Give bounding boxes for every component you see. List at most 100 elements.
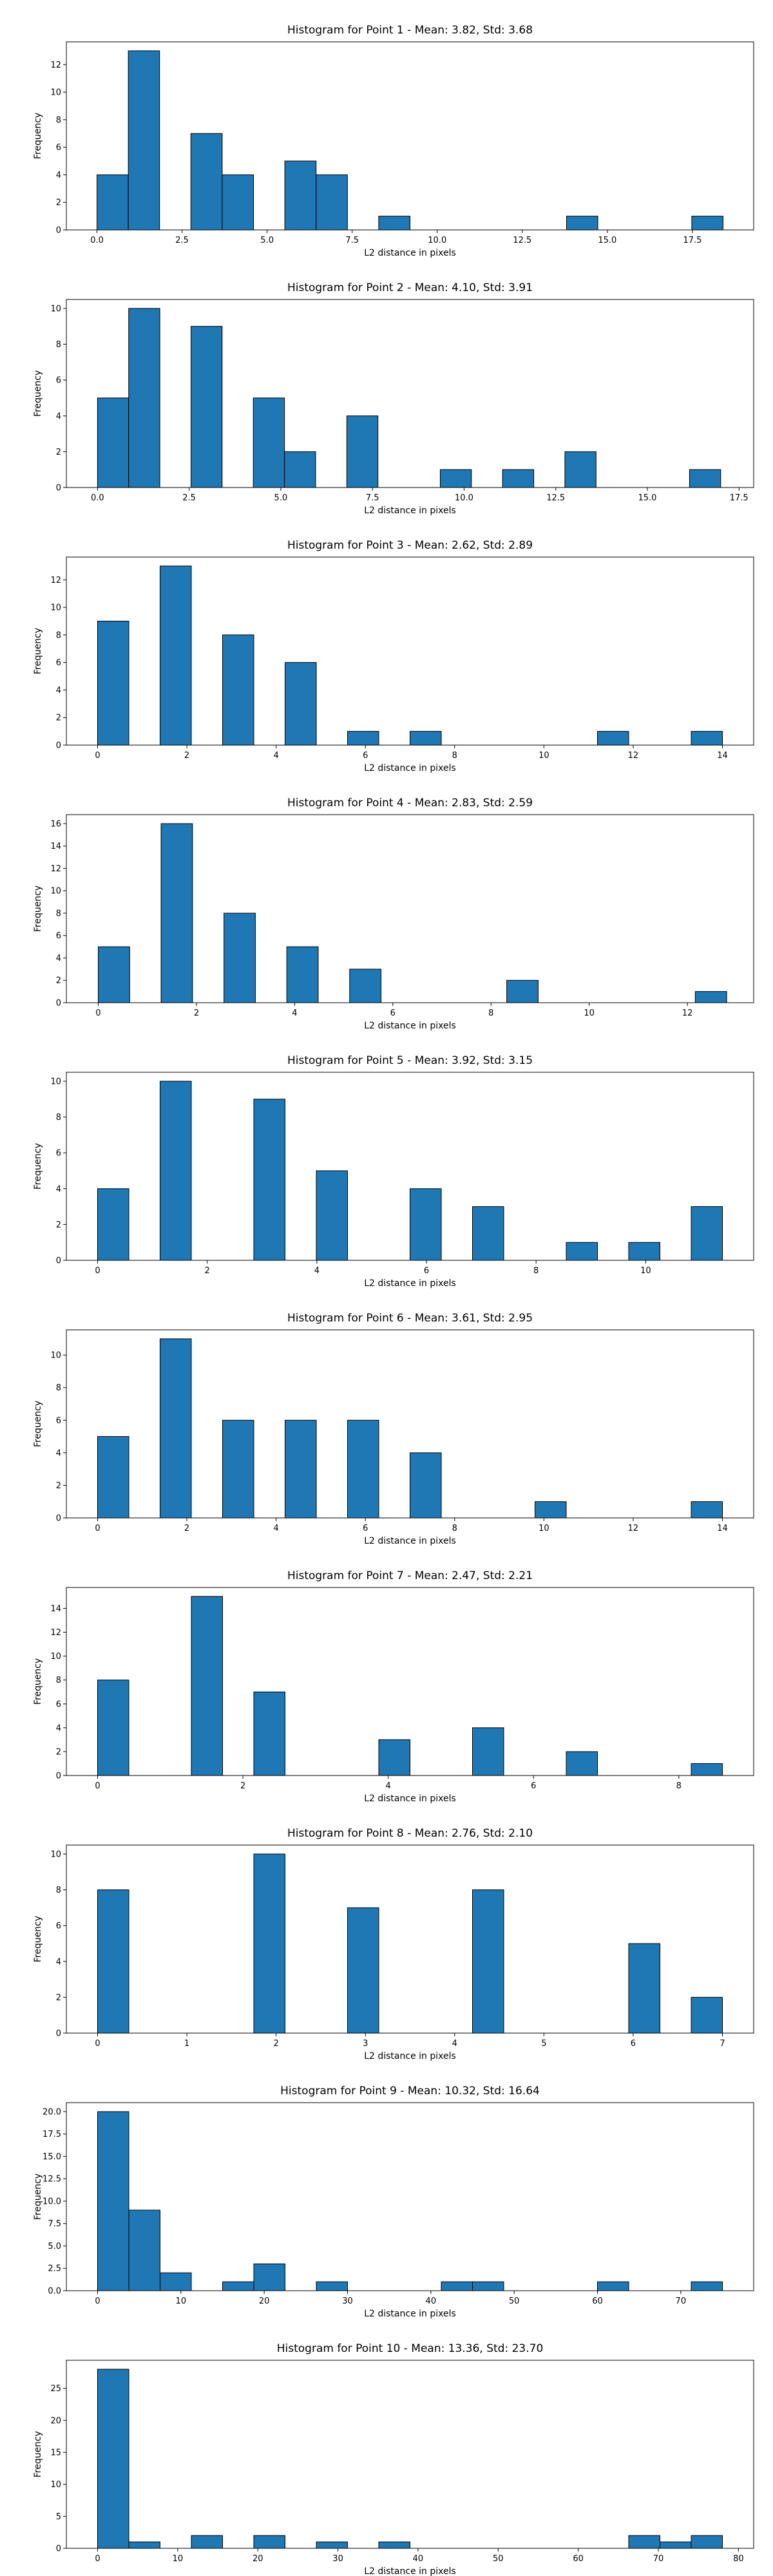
- x-tick-label: 6: [363, 1524, 368, 1533]
- y-tick-label: 5.0: [48, 2242, 61, 2251]
- y-tick-label: 0: [56, 2029, 61, 2039]
- histogram-bar: [253, 397, 285, 488]
- x-tick-label: 40: [426, 2297, 437, 2306]
- x-tick-label: 10.0: [428, 236, 446, 245]
- plot-frame: [66, 1844, 754, 2034]
- histogram-bar: [535, 1501, 567, 1519]
- histogram-bar: [97, 1680, 129, 1776]
- x-tick-label: 0: [95, 1781, 100, 1791]
- y-tick-label: 8: [56, 630, 61, 640]
- x-tick-label: 10: [640, 1266, 651, 1276]
- x-tick-label: 1: [184, 2039, 189, 2049]
- x-tick-label: 2: [205, 1266, 210, 1276]
- y-tick-label: 2: [56, 714, 61, 723]
- y-tick-label: 5: [56, 2512, 61, 2522]
- histogram-bar: [691, 1501, 723, 1519]
- histogram-svg: Histogram for Point 2 - Mean: 4.10, Std:…: [33, 281, 754, 515]
- x-tick-label: 12.5: [546, 493, 565, 503]
- y-tick-label: 6: [56, 143, 61, 153]
- x-tick-label: 40: [413, 2554, 424, 2564]
- x-tick-label: 5: [541, 2039, 546, 2049]
- histogram-panel-4: Histogram for Point 4 - Mean: 2.83, Std:…: [0, 773, 773, 1030]
- x-tick-label: 30: [332, 2554, 343, 2564]
- y-tick-label: 17.5: [43, 2130, 61, 2139]
- histogram-bar: [472, 1206, 504, 1261]
- x-tick-label: 12.5: [513, 236, 531, 245]
- y-tick-label: 0: [56, 1256, 61, 1266]
- histogram-svg: Histogram for Point 10 - Mean: 13.36, St…: [33, 2342, 754, 2576]
- y-tick-label: 10: [50, 887, 61, 896]
- y-tick-label: 10: [50, 1351, 61, 1361]
- histogram-bar: [160, 1338, 192, 1519]
- x-tick-label: 17.5: [683, 236, 701, 245]
- histogram-panel-10: Histogram for Point 10 - Mean: 13.36, St…: [0, 2318, 773, 2576]
- histogram-bar: [253, 2535, 285, 2549]
- y-tick-label: 6: [56, 1416, 61, 1426]
- histogram-bar: [286, 946, 319, 1003]
- y-tick-label: 2: [56, 1481, 61, 1491]
- y-tick-label: 10: [50, 603, 61, 613]
- x-tick-label: 0: [95, 2039, 100, 2049]
- y-tick-label: 8: [56, 1886, 61, 1895]
- y-tick-label: 10: [50, 1850, 61, 1859]
- y-axis-label: Frequency: [33, 2431, 43, 2477]
- x-tick-label: 70: [676, 2297, 687, 2306]
- x-tick-label: 10: [539, 751, 549, 761]
- x-tick-label: 8: [452, 1524, 457, 1533]
- y-tick-label: 14: [50, 842, 61, 851]
- histogram-svg: Histogram for Point 4 - Mean: 2.83, Std:…: [33, 797, 754, 1030]
- histogram-bar: [378, 1739, 410, 1776]
- x-tick-label: 7: [720, 2039, 725, 2049]
- x-tick-label: 10: [173, 2554, 184, 2564]
- x-axis-label: L2 distance in pixels: [364, 1021, 456, 1030]
- y-tick-label: 0: [56, 1772, 61, 1781]
- y-axis-label: Frequency: [33, 1143, 43, 1189]
- histogram-bar: [97, 620, 129, 746]
- histogram-bar: [97, 174, 129, 231]
- x-tick-label: 6: [390, 1009, 396, 1018]
- x-tick-label: 5.0: [260, 236, 274, 245]
- y-tick-label: 0: [56, 226, 61, 236]
- histogram-bar: [253, 1853, 285, 2034]
- y-axis-label: Frequency: [33, 886, 43, 932]
- x-tick-label: 10: [539, 1524, 549, 1533]
- histogram-bar: [285, 1419, 317, 1519]
- histogram-panel-5: Histogram for Point 5 - Mean: 3.92, Std:…: [0, 1030, 773, 1288]
- x-axis-label: L2 distance in pixels: [364, 1278, 456, 1288]
- y-tick-label: 16: [50, 819, 61, 829]
- x-tick-label: 15.0: [638, 493, 656, 503]
- x-tick-label: 4: [274, 1524, 279, 1533]
- y-tick-label: 0: [56, 1514, 61, 1524]
- y-tick-label: 8: [56, 1113, 61, 1122]
- y-axis-label: Frequency: [33, 1401, 43, 1447]
- histogram-bar: [97, 397, 129, 488]
- histogram-bar: [253, 1099, 285, 1261]
- histogram-bar: [566, 1751, 598, 1776]
- histogram-bar: [222, 634, 254, 746]
- histogram-bar: [222, 1419, 254, 1519]
- x-tick-label: 0: [95, 2554, 100, 2564]
- plot-frame: [66, 556, 754, 746]
- x-axis-label: L2 distance in pixels: [364, 1536, 456, 1546]
- histogram-bar: [472, 1889, 504, 2034]
- histogram-panel-2: Histogram for Point 2 - Mean: 4.10, Std:…: [0, 258, 773, 515]
- histogram-bar: [660, 2541, 692, 2549]
- x-tick-label: 4: [314, 1266, 320, 1276]
- x-tick-label: 0: [95, 751, 100, 761]
- histogram-bar: [253, 1691, 285, 1776]
- x-tick-label: 0: [95, 1524, 100, 1533]
- x-tick-label: 0.0: [91, 493, 104, 503]
- x-tick-label: 8: [488, 1009, 493, 1018]
- y-tick-label: 12: [50, 864, 61, 874]
- histogram-bar: [691, 731, 723, 746]
- y-tick-label: 12: [50, 576, 61, 585]
- y-tick-label: 0: [56, 2544, 61, 2554]
- histogram-svg: Histogram for Point 1 - Mean: 3.82, Std:…: [33, 24, 754, 258]
- chart-title: Histogram for Point 4 - Mean: 2.83, Std:…: [287, 797, 533, 810]
- histogram-bar: [253, 2263, 285, 2291]
- histogram-bar: [128, 308, 160, 488]
- histogram-bar: [597, 2281, 629, 2291]
- histogram-bar: [378, 216, 410, 231]
- x-tick-label: 7.5: [345, 236, 359, 245]
- histogram-bar: [566, 1242, 598, 1261]
